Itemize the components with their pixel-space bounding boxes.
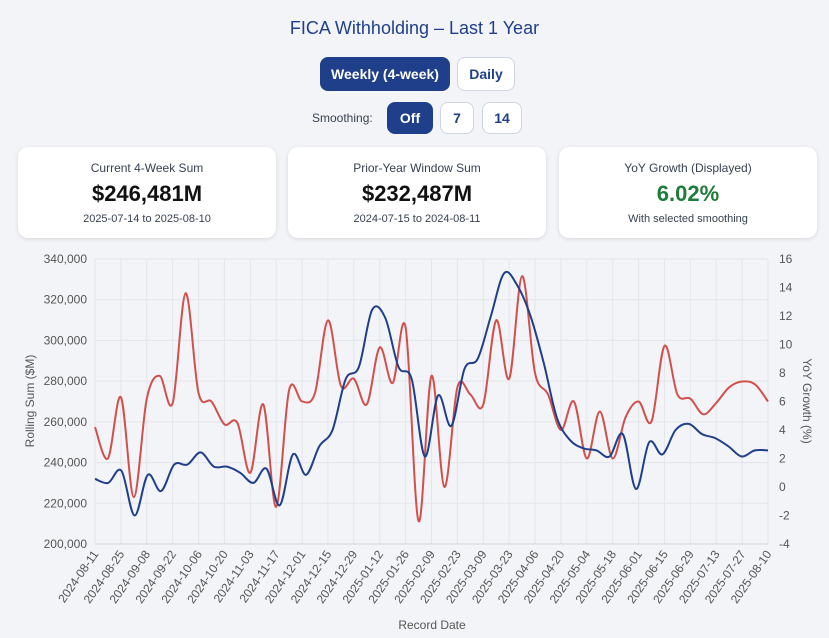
y-tick-label: 220,000 bbox=[44, 496, 88, 510]
page-title: FICA Withholding – Last 1 Year bbox=[289, 18, 540, 38]
yoy-growth-value: 6.02% bbox=[656, 181, 720, 206]
prior-sum-label: Prior-Year Window Sum bbox=[353, 161, 481, 175]
y-axis-left: 200,000 220,000 240,000 260,000 280,000 300,0… bbox=[44, 252, 88, 551]
x-axis-label: Record Date bbox=[398, 618, 466, 632]
y2-tick-label: 8 bbox=[779, 366, 786, 380]
yoy-growth-label: YoY Growth (Displayed) bbox=[624, 161, 752, 175]
current-sum-value: $246,481M bbox=[91, 181, 203, 206]
y-tick-label: 340,000 bbox=[44, 252, 88, 266]
rolling-sum-line bbox=[94, 271, 769, 517]
prior-sum-range: 2024-07-15 to 2024-08-11 bbox=[353, 213, 481, 225]
y-tick-label: 320,000 bbox=[44, 293, 88, 307]
chart-series bbox=[94, 271, 769, 523]
y2-tick-label: 14 bbox=[779, 281, 793, 295]
daily-toggle-button[interactable]: Daily bbox=[457, 57, 515, 91]
y2-tick-label: -4 bbox=[779, 537, 790, 551]
current-sum-label: Current 4-Week Sum bbox=[90, 161, 204, 175]
y-axis-label: Rolling Sum ($M) bbox=[23, 355, 37, 448]
smoothing-7-button[interactable]: 7 bbox=[440, 102, 474, 134]
smoothing-label: Smoothing: bbox=[312, 111, 373, 125]
yoy-growth-line bbox=[94, 275, 769, 523]
chart-grid bbox=[94, 258, 769, 545]
current-sum-card: Current 4-Week Sum $246,481M 2025-07-14 … bbox=[18, 147, 276, 238]
y2-tick-label: 12 bbox=[779, 309, 793, 323]
y2-tick-label: 0 bbox=[779, 480, 786, 494]
smoothing-off-button[interactable]: Off bbox=[387, 102, 433, 134]
prior-sum-card: Prior-Year Window Sum $232,487M 2024-07-… bbox=[288, 147, 546, 238]
y2-tick-label: 2 bbox=[779, 452, 786, 466]
yoy-growth-note: With selected smoothing bbox=[628, 213, 748, 225]
y-tick-label: 280,000 bbox=[44, 374, 88, 388]
y-tick-label: 200,000 bbox=[44, 537, 88, 551]
y2-tick-label: 6 bbox=[779, 395, 786, 409]
y2-tick-label: -2 bbox=[779, 509, 790, 523]
smoothing-14-button[interactable]: 14 bbox=[482, 102, 522, 134]
yoy-growth-card: YoY Growth (Displayed) 6.02% With select… bbox=[559, 147, 817, 238]
y-tick-label: 260,000 bbox=[44, 415, 88, 429]
y2-tick-label: 4 bbox=[779, 423, 786, 437]
y-tick-label: 300,000 bbox=[44, 333, 88, 347]
current-sum-range: 2025-07-14 to 2025-08-10 bbox=[83, 213, 211, 225]
y2-tick-label: 10 bbox=[779, 338, 793, 352]
prior-sum-value: $232,487M bbox=[361, 181, 473, 206]
y2-tick-label: 16 bbox=[779, 252, 793, 266]
x-axis: 2024-08-112024-08-252024-09-082024-09-22… bbox=[55, 547, 774, 606]
y-tick-label: 240,000 bbox=[44, 456, 88, 470]
y-axis-right: -4 -2 0 2 4 6 8 10 12 14 16 bbox=[779, 252, 793, 551]
y2-axis-label: YoY Growth (%) bbox=[800, 358, 814, 443]
weekly-toggle-button[interactable]: Weekly (4-week) bbox=[320, 57, 450, 91]
